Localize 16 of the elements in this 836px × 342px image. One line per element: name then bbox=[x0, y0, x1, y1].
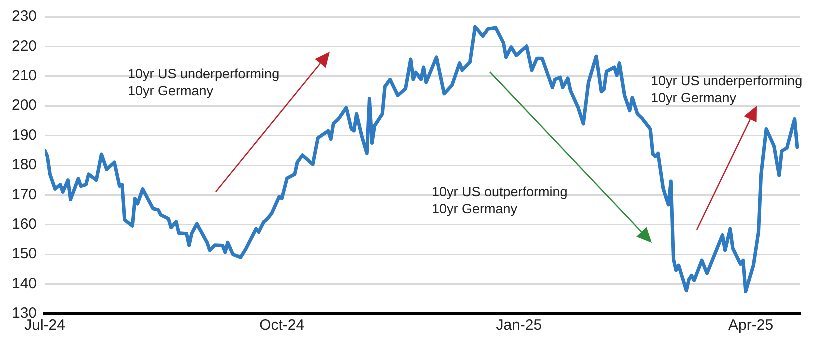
x-tick-label: Oct-24 bbox=[260, 317, 305, 334]
y-tick-label: 220 bbox=[12, 38, 38, 55]
x-tick-label: Apr-25 bbox=[728, 317, 774, 334]
y-tick-label: 180 bbox=[12, 156, 38, 174]
annotation: 10yr US outperforming 10yr Germany bbox=[432, 184, 568, 216]
y-tick-label: 160 bbox=[12, 216, 38, 234]
y-tick-label: 140 bbox=[12, 275, 38, 292]
y-tick-label: 190 bbox=[12, 126, 38, 144]
y-tick-label: 170 bbox=[12, 186, 38, 204]
y-tick-label: 150 bbox=[12, 246, 38, 263]
annotation: 10yr US underperforming 10yr Germany bbox=[651, 73, 803, 106]
x-tick-label: Jan-25 bbox=[496, 317, 542, 334]
y-tick-label: 230 bbox=[12, 8, 38, 26]
annotation: 10yr US underperforming 10yr Germany bbox=[128, 66, 280, 98]
y-tick-label: 210 bbox=[12, 68, 38, 85]
y-tick-label: 200 bbox=[12, 97, 38, 114]
